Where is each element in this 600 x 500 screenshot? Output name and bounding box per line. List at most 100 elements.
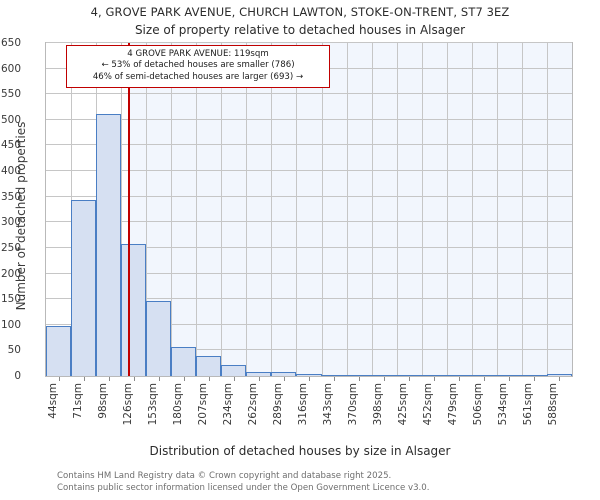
histogram-bar [471,375,497,376]
gridline-horizontal [46,118,572,120]
x-axis-tick-mark [283,377,285,381]
x-axis-tick-mark [158,377,160,381]
x-axis-tick-label: 207sqm [196,383,209,426]
histogram-bar [521,375,547,376]
x-axis-tick-label: 234sqm [221,383,234,426]
x-axis-tick-mark [334,377,336,381]
gridline-vertical [396,43,398,376]
histogram-bar [396,374,422,376]
histogram-bar [346,374,372,376]
gridline-horizontal [46,272,572,274]
footer-line-2: Contains public sector information licen… [57,483,430,494]
x-axis-tick-mark [484,377,486,381]
histogram-bar [321,374,347,376]
gridline-horizontal [46,349,572,351]
gridline-horizontal [46,170,572,172]
gridline-horizontal [46,144,572,146]
gridline-vertical [321,43,323,376]
gridline-horizontal [46,42,572,43]
x-axis-tick-mark [309,377,310,381]
annotation-line-3: 46% of semi-detached houses are larger (… [92,71,304,82]
attribution-footer: Contains HM Land Registry data © Crown c… [57,470,577,495]
gridline-vertical [371,43,373,376]
x-axis-tick-label: 534sqm [497,383,510,426]
x-axis-tick-label: 588sqm [547,383,560,426]
x-axis-tick-label: 262sqm [246,383,259,426]
annotation-box: 4 GROVE PARK AVENUE: 119sqm ← 53% of det… [66,45,330,89]
gridline-vertical [121,43,123,376]
gridline-horizontal [46,246,572,248]
x-axis-tick-mark [509,377,511,381]
gridline-vertical [271,43,273,376]
histogram-bar [171,347,197,376]
x-axis-tick-label: 153sqm [146,383,159,426]
gridline-vertical [196,43,198,376]
gridline-vertical [296,43,298,376]
x-axis-tick-mark [83,377,85,381]
histogram-bar [46,326,72,376]
chart-plot-area [45,42,573,377]
y-axis-tick-label: 500 [0,113,21,126]
gridline-vertical [221,43,223,376]
x-axis-tick-label: 370sqm [347,383,360,426]
y-axis-tick-label: 50 [7,344,21,357]
x-axis-tick-mark [359,377,361,381]
y-axis-tick-label: 600 [0,62,21,75]
gridline-horizontal [46,298,572,300]
x-axis-tick-label: 71sqm [71,383,84,419]
shaded-larger-region [128,43,572,376]
gridline-vertical [471,43,473,376]
x-axis-tick-mark [58,377,60,381]
x-axis-tick-label: 343sqm [322,383,335,426]
x-axis-tick-mark [133,377,135,381]
x-axis-tick-label: 126sqm [121,383,134,426]
histogram-bar [96,113,122,376]
annotation-line-1: 4 GROVE PARK AVENUE: 119sqm [127,49,269,59]
x-axis-tick-label: 180sqm [171,383,184,426]
x-axis-tick-label: 452sqm [422,383,435,426]
y-axis-tick-label: 300 [0,216,21,229]
gridline-vertical [521,43,523,376]
histogram-bar [196,356,222,376]
property-marker-line [128,43,131,376]
histogram-bar [221,364,247,376]
footer-line-1: Contains HM Land Registry data © Crown c… [57,471,392,481]
x-axis-tick-label: 398sqm [372,383,385,426]
x-axis-tick-label: 506sqm [472,383,485,426]
histogram-bar [246,371,272,376]
x-axis-tick-mark [459,377,461,381]
gridline-horizontal [46,195,572,197]
y-axis-tick-label: 350 [0,190,21,203]
x-axis-tick-label: 316sqm [297,383,309,426]
x-axis-tick-mark [534,377,536,381]
gridline-vertical [246,43,248,376]
x-axis-tick-mark [258,377,260,381]
histogram-bar [121,244,147,376]
gridline-vertical [171,43,173,376]
gridline-vertical [421,43,423,376]
gridline-vertical [496,43,498,376]
gridline-horizontal [46,93,572,95]
y-axis-tick-label: 650 [0,37,21,49]
x-axis-tick-label: 479sqm [447,383,460,426]
y-axis-tick-label: 250 [0,241,21,254]
x-axis-tick-label: 289sqm [271,383,284,426]
gridline-vertical [146,43,148,376]
y-axis-tick-label: 450 [0,139,21,152]
gridline-horizontal [46,323,572,325]
chart-titles: 4, GROVE PARK AVENUE, CHURCH LAWTON, STO… [0,0,600,37]
gridline-vertical [446,43,448,376]
y-axis-tick-label: 0 [14,370,21,382]
page-title: 4, GROVE PARK AVENUE, CHURCH LAWTON, STO… [90,5,510,19]
y-axis-tick-label: 550 [0,88,21,101]
histogram-bar [146,300,172,376]
histogram-bar [371,374,397,376]
x-axis-tick-mark [409,377,411,381]
histogram-bar [296,373,322,376]
x-axis-tick-mark [208,377,210,381]
x-axis-tick-mark [559,377,561,381]
y-axis-tick-label: 100 [0,318,21,331]
x-axis-tick-mark [384,377,386,381]
x-axis-tick-label: 98sqm [96,383,109,419]
histogram-bar [71,200,97,376]
